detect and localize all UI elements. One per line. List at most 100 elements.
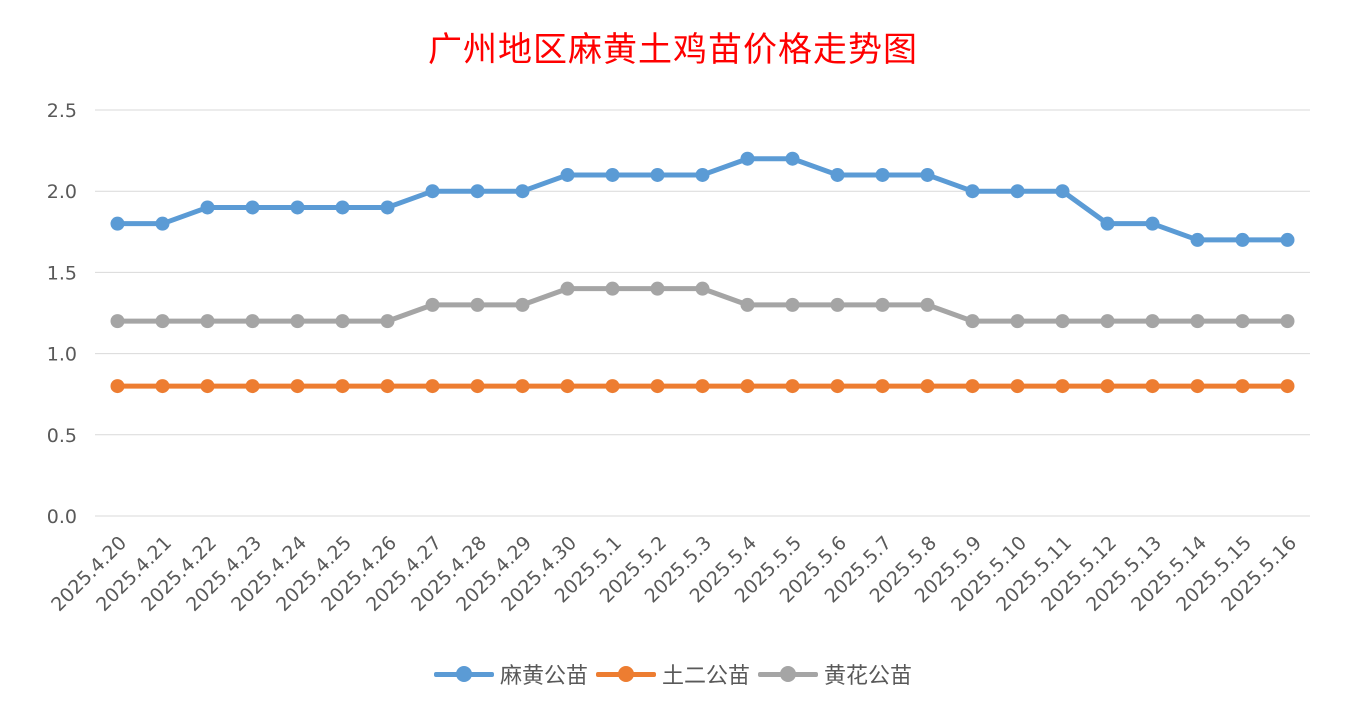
data-point xyxy=(875,379,890,394)
data-point xyxy=(1235,314,1250,329)
data-point xyxy=(1190,314,1205,329)
legend-item: 土二公苗 xyxy=(595,658,750,690)
data-point xyxy=(110,216,125,231)
legend-item: 麻黄公苗 xyxy=(433,658,588,690)
data-point xyxy=(155,379,170,394)
data-point xyxy=(740,151,755,166)
data-point xyxy=(1010,184,1025,199)
data-point xyxy=(605,379,620,394)
data-point xyxy=(1100,379,1115,394)
data-point xyxy=(1100,314,1115,329)
legend-label: 麻黄公苗 xyxy=(499,664,588,689)
data-point xyxy=(155,216,170,231)
data-point xyxy=(335,200,350,215)
data-point xyxy=(380,314,395,329)
data-point xyxy=(1235,379,1250,394)
data-point xyxy=(650,167,665,182)
data-point xyxy=(470,297,485,312)
data-point xyxy=(1055,184,1070,199)
data-point xyxy=(515,297,530,312)
data-point xyxy=(785,379,800,394)
data-point xyxy=(1010,314,1025,329)
data-point xyxy=(785,297,800,312)
data-point xyxy=(110,314,125,329)
legend-label: 土二公苗 xyxy=(661,664,750,689)
data-point xyxy=(425,379,440,394)
data-point xyxy=(200,314,215,329)
data-point xyxy=(1235,232,1250,247)
data-point xyxy=(830,167,845,182)
data-point xyxy=(605,281,620,296)
data-point xyxy=(380,379,395,394)
data-point xyxy=(1055,314,1070,329)
y-tick-label: 2.5 xyxy=(47,100,77,122)
y-tick-label: 0.0 xyxy=(47,506,77,528)
y-tick-label: 2.0 xyxy=(47,181,77,203)
data-point xyxy=(695,281,710,296)
data-point xyxy=(425,297,440,312)
data-point xyxy=(560,167,575,182)
data-point xyxy=(1145,216,1160,231)
data-point xyxy=(695,379,710,394)
data-point xyxy=(290,379,305,394)
data-point xyxy=(335,314,350,329)
data-point xyxy=(245,379,260,394)
data-point xyxy=(830,297,845,312)
data-point xyxy=(1280,314,1295,329)
data-point xyxy=(1280,379,1295,394)
data-point xyxy=(830,379,845,394)
data-point xyxy=(515,379,530,394)
data-point xyxy=(605,167,620,182)
data-point xyxy=(965,314,980,329)
legend-swatch xyxy=(758,664,818,684)
data-point xyxy=(875,297,890,312)
data-point xyxy=(1280,232,1295,247)
data-point xyxy=(965,379,980,394)
legend-item: 黄花公苗 xyxy=(758,658,912,690)
data-point xyxy=(1145,314,1160,329)
y-tick-label: 0.5 xyxy=(47,425,77,447)
data-point xyxy=(1145,379,1160,394)
data-point xyxy=(695,167,710,182)
data-point xyxy=(335,379,350,394)
data-point xyxy=(920,167,935,182)
data-point xyxy=(290,200,305,215)
data-point xyxy=(785,151,800,166)
data-point xyxy=(560,379,575,394)
data-point xyxy=(920,297,935,312)
data-point xyxy=(200,379,215,394)
data-point xyxy=(290,314,305,329)
data-point xyxy=(380,200,395,215)
data-point xyxy=(200,200,215,215)
data-point xyxy=(1190,232,1205,247)
data-point xyxy=(740,297,755,312)
data-point xyxy=(470,379,485,394)
data-point xyxy=(245,200,260,215)
data-point xyxy=(875,167,890,182)
y-tick-label: 1.5 xyxy=(47,262,77,284)
data-point xyxy=(1055,379,1070,394)
data-point xyxy=(245,314,260,329)
data-point xyxy=(920,379,935,394)
data-point xyxy=(110,379,125,394)
chart-title: 广州地区麻黄土鸡苗价格走势图 xyxy=(428,30,918,70)
data-point xyxy=(650,379,665,394)
data-point xyxy=(1190,379,1205,394)
data-point xyxy=(515,184,530,199)
legend-label: 黄花公苗 xyxy=(824,664,913,689)
data-point xyxy=(425,184,440,199)
chart-legend: 麻黄公苗 土二公苗 黄花公苗 xyxy=(0,658,1346,690)
legend-swatch xyxy=(595,664,656,684)
legend-swatch xyxy=(433,664,494,684)
y-tick-label: 1.0 xyxy=(47,344,77,366)
data-point xyxy=(1010,379,1025,394)
data-point xyxy=(650,281,665,296)
data-point xyxy=(560,281,575,296)
data-point xyxy=(965,184,980,199)
data-point xyxy=(155,314,170,329)
data-point xyxy=(470,184,485,199)
data-point xyxy=(740,379,755,394)
data-point xyxy=(1100,216,1115,231)
